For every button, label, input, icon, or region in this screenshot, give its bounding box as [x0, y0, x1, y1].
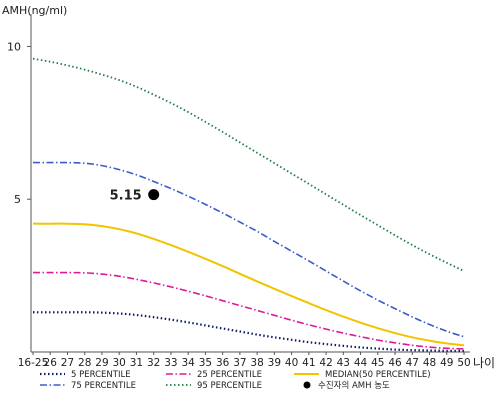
series-line-5-percentile [32, 311, 464, 352]
x-tick-label: 40 [285, 357, 298, 369]
series-line-95-percentile [32, 57, 465, 272]
x-tick-label: 41 [302, 357, 315, 369]
x-tick-label: 34 [181, 357, 195, 369]
x-tick-label: 35 [199, 357, 212, 369]
y-axis-label: AMH(ng/ml) [2, 4, 67, 17]
x-tick-label: 43 [337, 357, 350, 369]
x-tick-label: 36 [216, 357, 230, 369]
patient-amh-value-label: 5.15 [110, 189, 142, 204]
x-tick-label: 49 [440, 357, 453, 369]
legend-label: MEDIAN(50 PERCENTILE) [325, 370, 431, 380]
legend-label: 95 PERCENTILE [197, 381, 262, 391]
x-axis-label: 나이 [473, 356, 495, 370]
legend: 5 PERCENTILE 25 PERCENTILE MEDIAN(50 PERCE… [40, 370, 431, 391]
x-tick-label: 39 [268, 357, 281, 369]
legend-label: 수진자의 AMH 농도 [318, 380, 390, 391]
x-tick-label: 26 [44, 357, 58, 369]
x-tick-label: 29 [95, 357, 108, 369]
x-tick-label: 48 [423, 357, 436, 369]
patient-amh-point [148, 189, 160, 201]
x-tick-label: 32 [147, 357, 160, 369]
legend-label: 75 PERCENTILE [71, 381, 136, 391]
x-tick-label: 46 [388, 357, 402, 369]
series-line-75-percentile [32, 161, 465, 338]
x-tick-label: 44 [354, 357, 368, 369]
legend-swatch-patient-marker [303, 381, 311, 389]
x-tick-label: 38 [250, 357, 263, 369]
x-tick-label: 30 [113, 357, 126, 369]
x-tick-label: 27 [61, 357, 74, 369]
x-tick-label: 47 [406, 357, 419, 369]
x-tick-label: 31 [130, 357, 143, 369]
x-tick-label: 16-25 [18, 357, 49, 369]
x-tick-label: 50 [457, 357, 470, 369]
x-tick-label: 45 [371, 357, 384, 369]
x-tick-label: 33 [164, 357, 177, 369]
legend-label: 25 PERCENTILE [197, 370, 262, 380]
x-tick-label: 37 [233, 357, 246, 369]
series-line-25-percentile [32, 271, 465, 350]
x-tick-label: 42 [319, 357, 332, 369]
series-line-median-50-percentile [32, 222, 465, 347]
legend-label: 5 PERCENTILE [71, 370, 131, 380]
x-tick-label: 28 [78, 357, 91, 369]
series-layer [32, 57, 465, 352]
y-tick-label: 5 [14, 193, 21, 206]
y-tick-label: 10 [7, 40, 21, 53]
marker-layer: 5.15 [110, 189, 160, 204]
